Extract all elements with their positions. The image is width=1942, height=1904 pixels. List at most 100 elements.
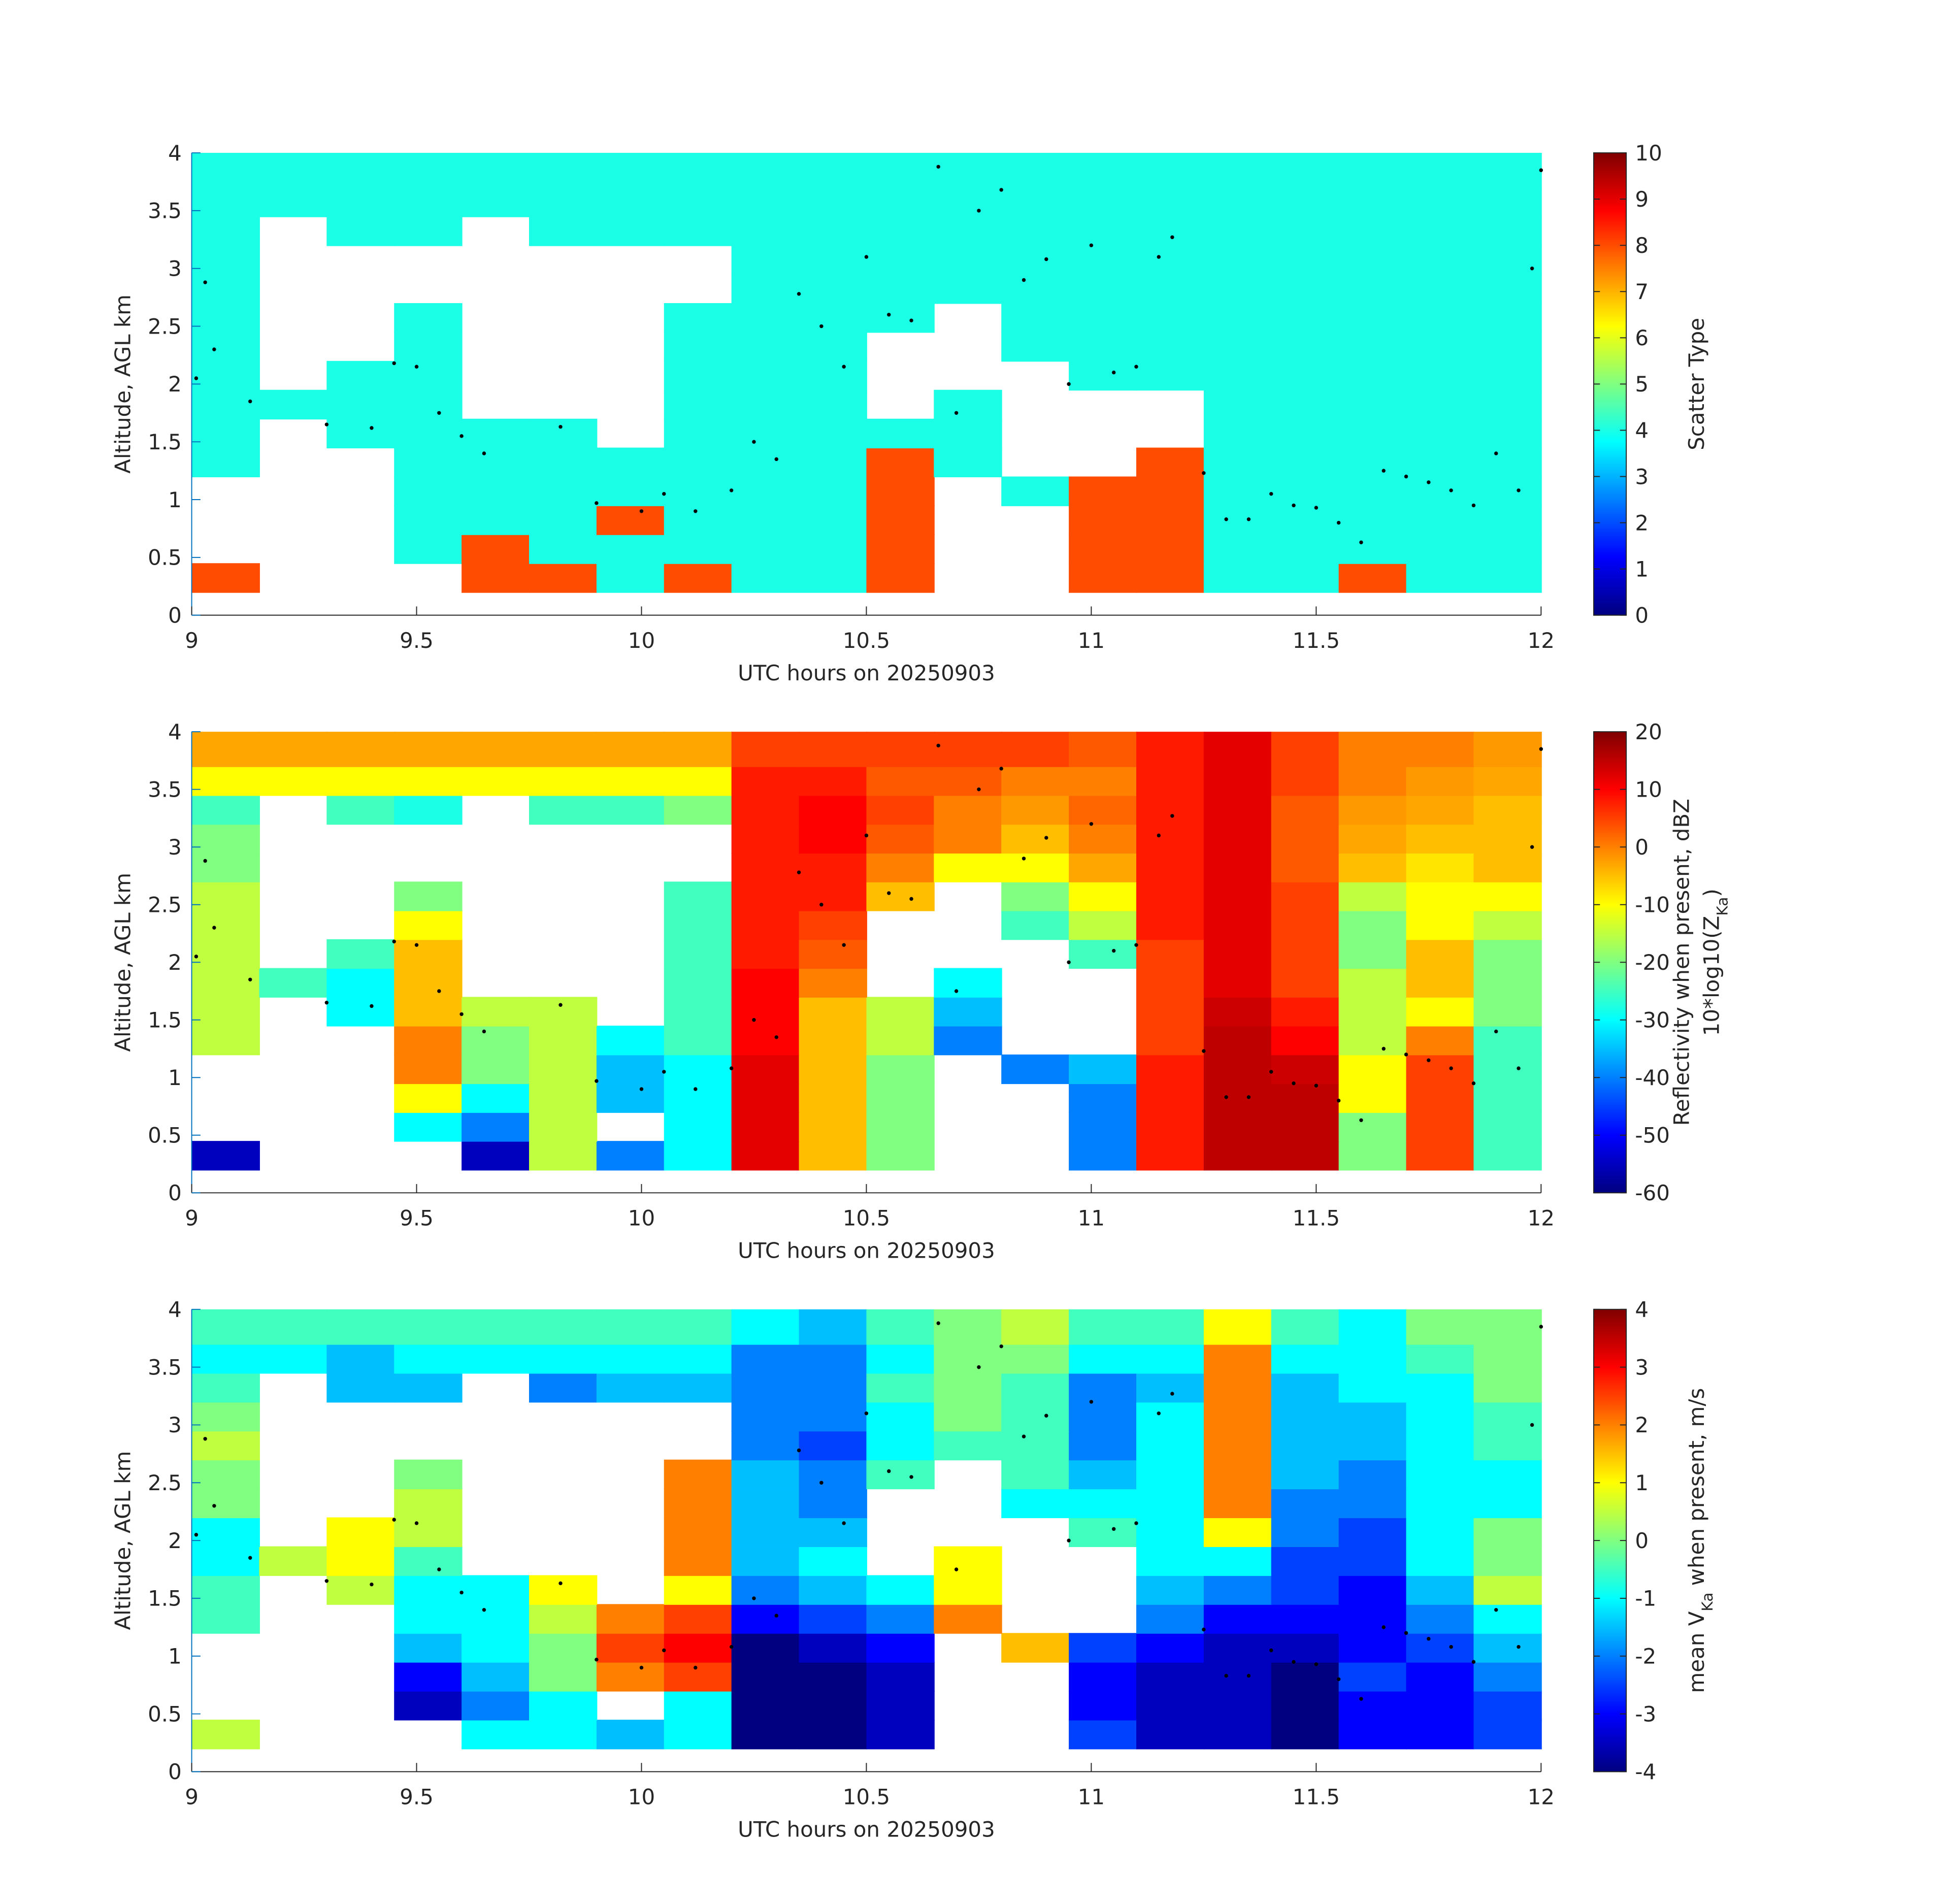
- cloud-base-point: [999, 188, 1003, 192]
- heatmap-cell: [866, 303, 935, 333]
- heatmap-cell: [934, 824, 1002, 854]
- heatmap-cell: [1203, 1633, 1272, 1663]
- heatmap-cell: [191, 1141, 260, 1171]
- heatmap-cell: [462, 766, 530, 796]
- heatmap-cell: [664, 1575, 733, 1605]
- heatmap-cell: [529, 795, 598, 825]
- y-tick-label: 0.5: [148, 1123, 182, 1148]
- heatmap-cell: [1203, 939, 1272, 969]
- heatmap-cell: [529, 418, 598, 449]
- heatmap-cell: [1406, 1604, 1474, 1634]
- heatmap-cell: [731, 1083, 800, 1113]
- heatmap-cell: [1406, 910, 1474, 940]
- cloud-base-point: [1202, 471, 1206, 475]
- heatmap-cell: [326, 1517, 395, 1547]
- heatmap-cell: [462, 1691, 530, 1721]
- heatmap-cell: [1473, 910, 1542, 940]
- cloud-base-point: [1314, 1662, 1319, 1666]
- heatmap-cell: [326, 216, 395, 246]
- heatmap-cell: [1001, 1488, 1070, 1519]
- heatmap-cell: [1473, 881, 1542, 911]
- heatmap-cell: [394, 332, 463, 362]
- heatmap-cell: [799, 1719, 867, 1750]
- heatmap-cell: [191, 153, 260, 188]
- heatmap-cell: [1136, 153, 1205, 188]
- heatmap-cell: [1069, 274, 1137, 304]
- heatmap-cell: [866, 447, 935, 477]
- cloud-base-point: [212, 926, 216, 930]
- heatmap-cell: [529, 1662, 598, 1692]
- heatmap-cell: [1406, 1459, 1474, 1490]
- heatmap-cell: [866, 187, 935, 217]
- cloud-base-point: [248, 399, 252, 404]
- heatmap-cell: [799, 852, 867, 882]
- heatmap-cell: [1406, 1083, 1474, 1113]
- x-tick-label: 12: [1528, 1785, 1555, 1810]
- heatmap-cell: [462, 1026, 530, 1056]
- heatmap-cell: [191, 852, 260, 882]
- heatmap-cell: [1406, 1112, 1474, 1142]
- cloud-base-point: [194, 376, 199, 380]
- heatmap-cell: [1271, 732, 1340, 767]
- colorbar-tick-label: 6: [1635, 325, 1649, 350]
- heatmap-cell: [799, 1575, 867, 1605]
- heatmap-cell: [664, 795, 733, 825]
- cloud-base-point: [459, 434, 464, 438]
- heatmap-cell: [1473, 1662, 1542, 1692]
- heatmap-cell: [799, 1401, 867, 1432]
- heatmap-cell: [866, 505, 935, 535]
- heatmap-cell: [664, 1604, 733, 1634]
- heatmap-cell: [664, 1488, 733, 1519]
- cloud-base-point: [1530, 845, 1534, 849]
- heatmap-cell: [934, 1309, 1002, 1345]
- heatmap-cell: [731, 1401, 800, 1432]
- heatmap-cell: [394, 187, 463, 217]
- heatmap-cell: [462, 1309, 530, 1345]
- cloud-base-point: [1381, 469, 1386, 473]
- heatmap-cell: [191, 1488, 260, 1519]
- heatmap-cell: [1069, 1633, 1137, 1663]
- heatmap-cell: [1271, 997, 1340, 1027]
- heatmap-cell: [529, 534, 598, 564]
- cloud-base-point: [819, 1481, 824, 1485]
- heatmap-cell: [731, 1719, 800, 1750]
- x-tick-label: 9.5: [400, 1205, 434, 1230]
- heatmap-cell: [866, 274, 935, 304]
- heatmap-cell: [1069, 1309, 1137, 1345]
- heatmap-cell: [1271, 1112, 1340, 1142]
- heatmap-cell: [866, 732, 935, 767]
- heatmap-cell: [462, 997, 530, 1027]
- cloud-base-point: [1449, 488, 1453, 493]
- heatmap-cell: [1473, 1459, 1542, 1490]
- heatmap-cell: [191, 245, 260, 275]
- heatmap-cell: [866, 534, 935, 564]
- heatmap-cell: [1001, 1430, 1070, 1461]
- heatmap-cell: [1136, 303, 1205, 333]
- colorbar-label-part: when present, m/s: [1684, 1388, 1709, 1593]
- heatmap-cell: [1136, 447, 1205, 477]
- x-tick-label: 11: [1078, 1785, 1105, 1810]
- heatmap-cell: [462, 732, 530, 767]
- heatmap-cell: [1406, 1054, 1474, 1085]
- heatmap-cell: [664, 563, 733, 593]
- heatmap-cell: [191, 1309, 260, 1345]
- heatmap-cell: [1271, 1546, 1340, 1576]
- heatmap-cell: [1203, 852, 1272, 882]
- heatmap-cell: [731, 1112, 800, 1142]
- cloud-base-point: [203, 280, 207, 284]
- cloud-base-point: [248, 1556, 252, 1560]
- heatmap-cell: [1406, 1309, 1474, 1345]
- cloud-base-point: [909, 1475, 913, 1479]
- heatmap-cell: [866, 1459, 935, 1490]
- heatmap-cell: [731, 245, 800, 275]
- heatmap-cell: [1136, 1517, 1205, 1547]
- y-tick-label: 4: [168, 1297, 182, 1322]
- colorbar-tick-label: -3: [1635, 1701, 1656, 1726]
- heatmap-cell: [1069, 824, 1137, 854]
- cloud-base-point: [954, 411, 959, 415]
- heatmap-cell: [1203, 360, 1272, 391]
- heatmap-cell: [1338, 824, 1407, 854]
- cloud-base-point: [887, 313, 891, 317]
- cloud-base-point: [864, 1411, 869, 1416]
- x-axis-label: UTC hours on 20250903: [738, 1817, 995, 1842]
